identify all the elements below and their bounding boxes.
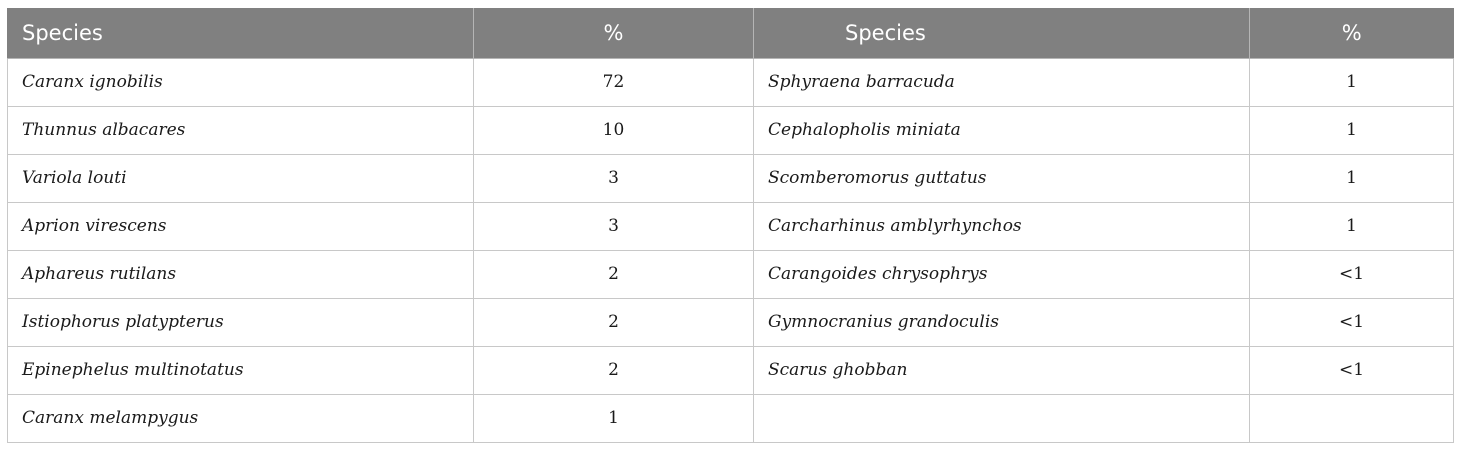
percent-right-cell: 1 xyxy=(1249,105,1454,155)
percent-left-cell: 3 xyxy=(473,153,754,203)
percent-left-cell: 72 xyxy=(473,57,754,107)
percent-left-cell: 2 xyxy=(473,297,754,347)
table-row: Aphareus rutilans 2 Carangoides chrysoph… xyxy=(7,249,1454,299)
percent-left-cell: 3 xyxy=(473,201,754,251)
percent-right-cell: <1 xyxy=(1249,297,1454,347)
species-left-cell: Aphareus rutilans xyxy=(7,249,474,299)
header-percent-left: % xyxy=(473,8,754,59)
species-right-cell: Scarus ghobban xyxy=(753,345,1250,395)
species-right-cell: Sphyraena barracuda xyxy=(753,57,1250,107)
species-left-cell: Caranx melampygus xyxy=(7,393,474,443)
species-left-cell: Aprion virescens xyxy=(7,201,474,251)
table-row: Caranx melampygus 1 xyxy=(7,393,1454,443)
table-row: Epinephelus multinotatus 2 Scarus ghobba… xyxy=(7,345,1454,395)
percent-right-cell: 1 xyxy=(1249,57,1454,107)
species-left-cell: Epinephelus multinotatus xyxy=(7,345,474,395)
table-row: Caranx ignobilis 72 Sphyraena barracuda … xyxy=(7,57,1454,107)
header-row: Species % Species % xyxy=(7,8,1454,59)
species-left-cell: Istiophorus platypterus xyxy=(7,297,474,347)
table-row: Variola louti 3 Scomberomorus guttatus 1 xyxy=(7,153,1454,203)
percent-right-cell: <1 xyxy=(1249,249,1454,299)
species-right-cell: Carangoides chrysophrys xyxy=(753,249,1250,299)
header-species-left: Species xyxy=(7,8,474,59)
table-body: Caranx ignobilis 72 Sphyraena barracuda … xyxy=(7,57,1454,443)
table-header: Species % Species % xyxy=(7,8,1454,59)
species-right-cell: Scomberomorus guttatus xyxy=(753,153,1250,203)
species-right-cell: Gymnocranius grandoculis xyxy=(753,297,1250,347)
table-row: Istiophorus platypterus 2 Gymnocranius g… xyxy=(7,297,1454,347)
header-percent-right: % xyxy=(1249,8,1454,59)
species-percentage-table: Species % Species % Caranx ignobilis 72 … xyxy=(7,8,1454,443)
species-right-cell xyxy=(753,393,1250,443)
table-row: Thunnus albacares 10 Cephalopholis minia… xyxy=(7,105,1454,155)
percent-right-cell xyxy=(1249,393,1454,443)
species-right-cell: Cephalopholis miniata xyxy=(753,105,1250,155)
species-right-cell: Carcharhinus amblyrhynchos xyxy=(753,201,1250,251)
percent-left-cell: 10 xyxy=(473,105,754,155)
percent-left-cell: 1 xyxy=(473,393,754,443)
percent-left-cell: 2 xyxy=(473,249,754,299)
percent-right-cell: <1 xyxy=(1249,345,1454,395)
header-species-right: Species xyxy=(753,8,1250,59)
species-left-cell: Caranx ignobilis xyxy=(7,57,474,107)
percent-right-cell: 1 xyxy=(1249,153,1454,203)
species-left-cell: Variola louti xyxy=(7,153,474,203)
percent-left-cell: 2 xyxy=(473,345,754,395)
species-table-container: Species % Species % Caranx ignobilis 72 … xyxy=(7,8,1454,443)
percent-right-cell: 1 xyxy=(1249,201,1454,251)
species-left-cell: Thunnus albacares xyxy=(7,105,474,155)
table-row: Aprion virescens 3 Carcharhinus amblyrhy… xyxy=(7,201,1454,251)
